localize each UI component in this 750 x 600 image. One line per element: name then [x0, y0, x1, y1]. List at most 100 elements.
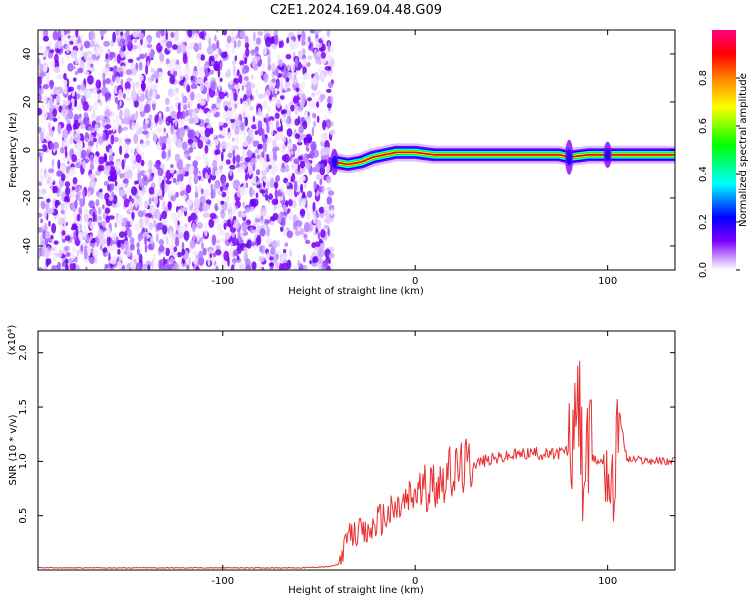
noise-blob — [261, 169, 267, 177]
noise-blob — [153, 195, 158, 206]
noise-blob — [174, 115, 178, 127]
noise-blob — [134, 223, 141, 231]
noise-blob — [229, 227, 237, 233]
noise-blob — [148, 47, 151, 54]
noise-blob — [314, 241, 321, 248]
noise-blob — [315, 59, 320, 65]
noise-blob — [231, 208, 237, 214]
noise-blob — [79, 123, 86, 130]
noise-blob — [241, 212, 247, 218]
noise-blob — [83, 70, 90, 76]
noise-blob — [306, 154, 310, 159]
noise-blob — [40, 240, 46, 250]
noise-blob — [66, 252, 71, 257]
noise-blob — [57, 217, 65, 226]
noise-blob — [239, 30, 246, 40]
noise-blob — [193, 174, 199, 185]
noise-blob — [174, 96, 180, 101]
noise-blob — [104, 165, 111, 173]
noise-blob — [268, 116, 275, 122]
noise-blob — [215, 239, 221, 244]
noise-blob — [302, 48, 306, 55]
noise-blob — [42, 110, 48, 120]
noise-blob — [192, 160, 198, 168]
noise-blob — [38, 137, 41, 145]
noise-blob — [60, 56, 65, 65]
noise-blob — [158, 259, 163, 270]
noise-blob — [325, 122, 332, 128]
noise-blob — [217, 111, 220, 117]
noise-blob — [135, 262, 143, 270]
noise-blob — [165, 30, 168, 41]
noise-blob — [82, 160, 86, 169]
noise-blob — [48, 220, 51, 227]
noise-blob — [218, 83, 221, 91]
spectrogram-panel: -100 0 100 -40 -20 0 20 40 Height of straight l… — [8, 29, 676, 297]
x-tick-label: 100 — [598, 276, 617, 287]
noise-blob — [325, 126, 328, 132]
noise-blob — [90, 112, 97, 120]
snr-x-label: Height of straight line (km) — [288, 585, 424, 596]
noise-blob — [312, 112, 317, 119]
noise-blob — [292, 200, 297, 209]
noise-blob — [112, 31, 116, 43]
snr-ticks: -100 0 100 0.5 1.0 1.5 2.0 — [18, 331, 675, 587]
noise-blob — [144, 52, 148, 59]
noise-blob — [300, 36, 303, 41]
noise-blob — [306, 211, 311, 221]
noise-blob — [283, 153, 290, 163]
noise-blob — [256, 234, 262, 246]
noise-blob — [171, 190, 176, 196]
noise-blob — [246, 149, 253, 158]
noise-blob — [79, 198, 85, 208]
noise-blob — [265, 36, 272, 48]
noise-blob — [221, 176, 226, 187]
noise-blob — [176, 251, 183, 258]
noise-blob — [44, 237, 49, 246]
noise-blob — [309, 167, 312, 176]
noise-blob — [53, 254, 57, 263]
noise-blob — [249, 106, 254, 112]
noise-blob — [174, 218, 178, 229]
noise-blob — [123, 198, 130, 208]
noise-blob — [74, 55, 78, 66]
noise-blob — [92, 211, 96, 223]
noise-blob — [267, 55, 271, 66]
noise-blob — [227, 256, 230, 267]
noise-blob — [311, 92, 316, 97]
noise-blob — [170, 213, 178, 221]
noise-blob — [39, 155, 43, 163]
noise-blob — [313, 48, 318, 60]
noise-blob — [50, 235, 54, 240]
noise-blob — [67, 30, 71, 35]
noise-blob — [257, 120, 263, 130]
noise-blob — [273, 154, 277, 161]
noise-blob — [326, 196, 333, 205]
noise-blob — [219, 62, 223, 71]
noise-blob — [83, 230, 87, 241]
noise-blob — [56, 74, 63, 80]
noise-blob — [38, 58, 41, 66]
noise-blob — [313, 180, 317, 190]
noise-blob — [89, 173, 96, 181]
noise-blob — [97, 206, 102, 216]
noise-blob — [80, 149, 87, 160]
noise-blob — [265, 167, 270, 173]
noise-blob — [275, 198, 279, 205]
noise-blob — [273, 181, 279, 189]
noise-blob — [71, 246, 77, 252]
noise-blob — [58, 105, 63, 113]
noise-blob — [312, 166, 317, 173]
noise-blob — [148, 186, 155, 195]
noise-blob — [88, 59, 95, 64]
noise-blob — [162, 256, 166, 267]
noise-blob — [160, 30, 165, 37]
noise-blob — [229, 90, 234, 102]
noise-blob — [243, 180, 247, 188]
noise-blob — [140, 143, 148, 148]
noise-blob — [302, 198, 306, 206]
noise-blob — [270, 128, 274, 136]
noise-blob — [237, 69, 240, 77]
noise-blob — [118, 137, 123, 147]
noise-blob — [302, 120, 308, 130]
